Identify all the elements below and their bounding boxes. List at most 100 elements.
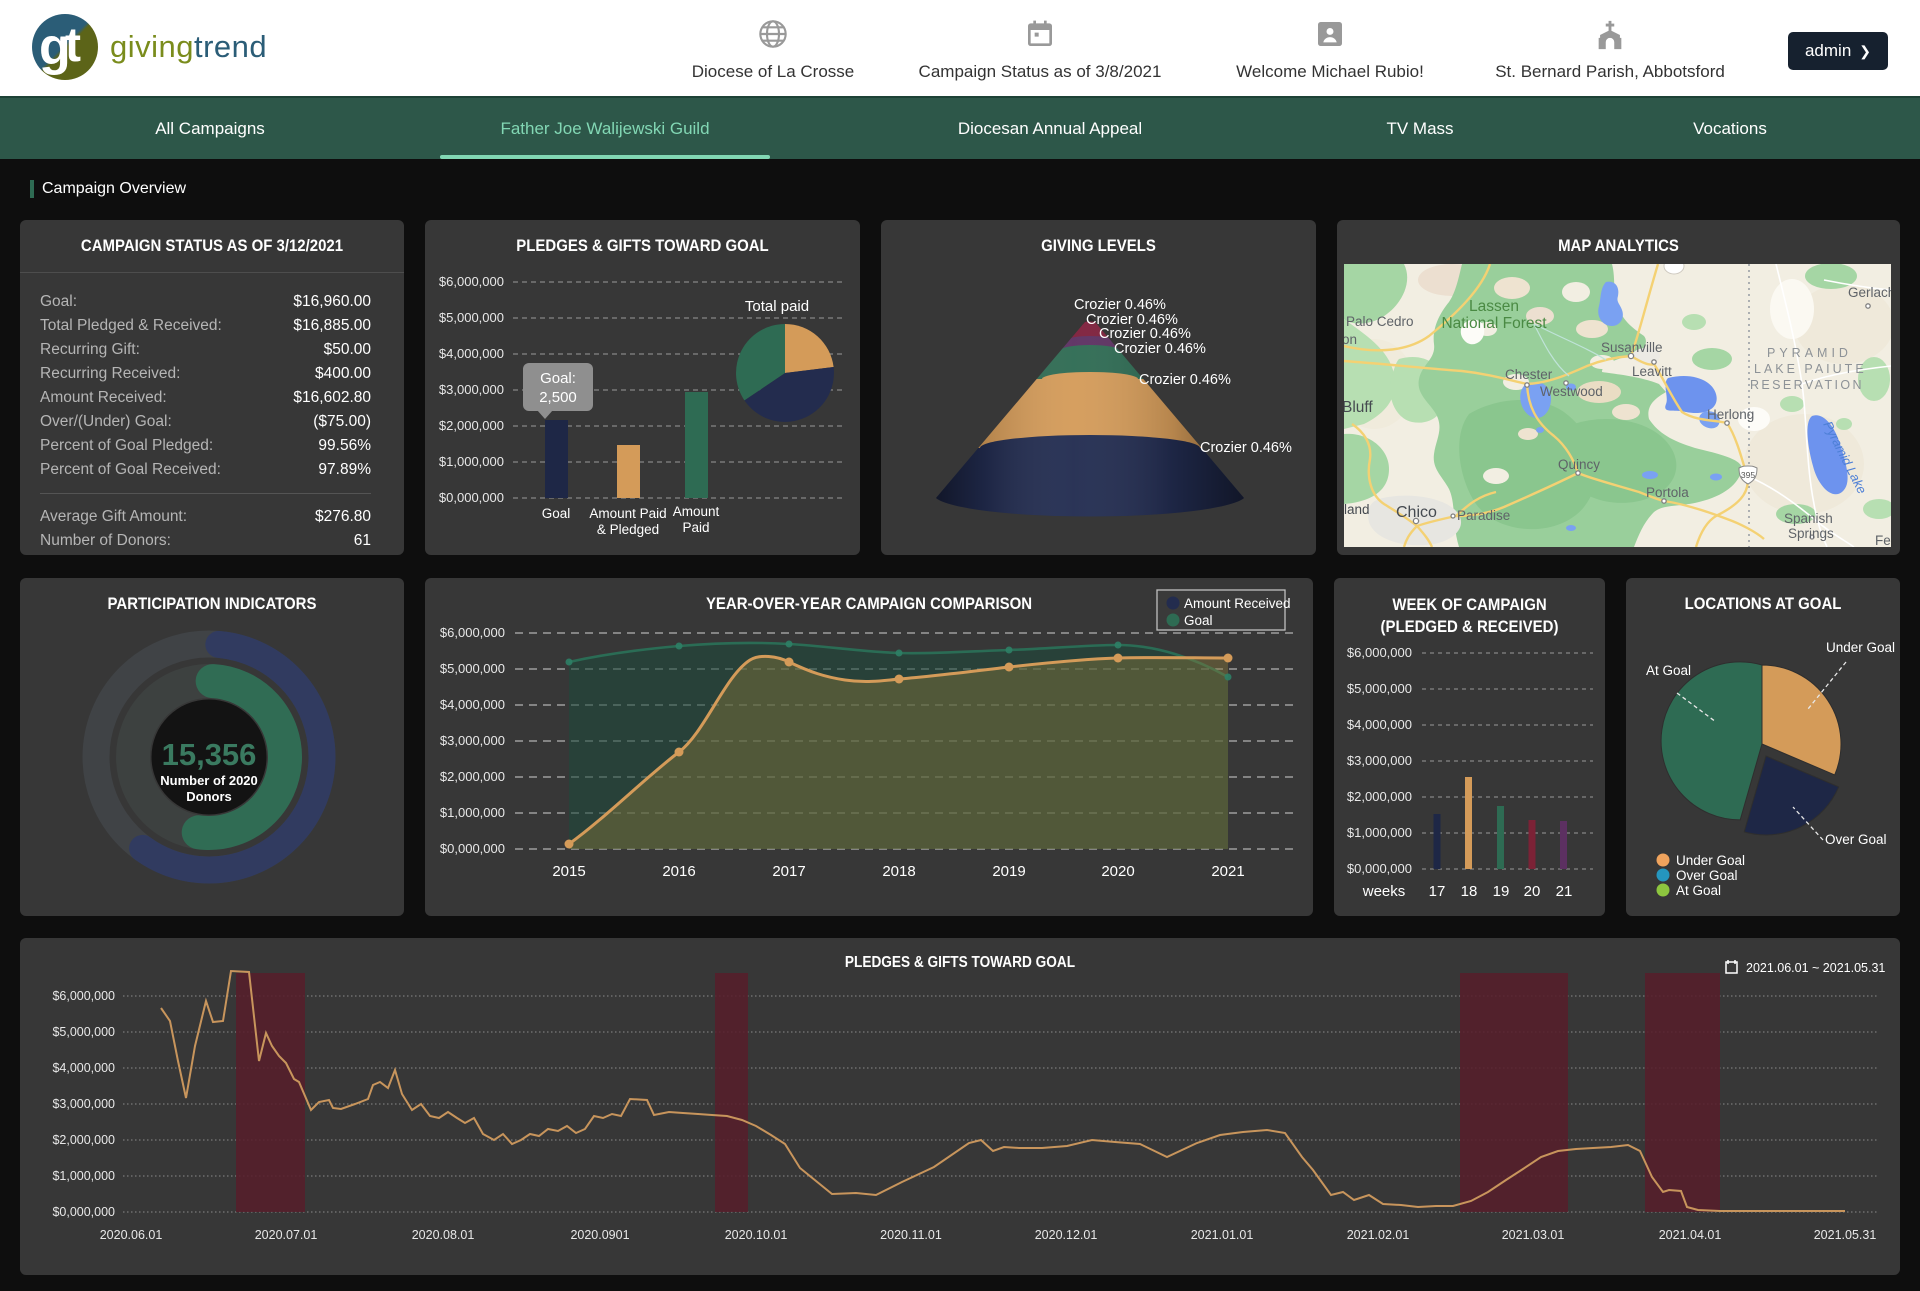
svg-text:2019: 2019 [992,863,1025,880]
svg-text:2021.01.01: 2021.01.01 [1191,1228,1254,1242]
svg-text:Crozier 0.46%: Crozier 0.46% [1099,326,1191,342]
svg-text:$3,000,000: $3,000,000 [52,1097,115,1111]
svg-text:2015: 2015 [552,863,585,880]
svg-text:$1,000,000: $1,000,000 [52,1169,115,1183]
svg-text:2020.12.01: 2020.12.01 [1035,1228,1098,1242]
svg-text:$6,000,000: $6,000,000 [440,625,505,640]
svg-text:Crozier 0.46%: Crozier 0.46% [1086,312,1178,328]
svg-text:$1,000,000: $1,000,000 [439,454,504,469]
svg-text:2021.02.01: 2021.02.01 [1347,1228,1410,1242]
svg-text:$0,000,000: $0,000,000 [440,841,505,856]
svg-text:PYRAMID: PYRAMID [1767,346,1852,360]
svg-text:Springs: Springs [1788,526,1834,541]
svg-text:18: 18 [1461,883,1478,900]
svg-text:Over Goal: Over Goal [1825,832,1887,847]
svg-text:Under Goal: Under Goal [1826,640,1895,655]
svg-text:Bluff: Bluff [1344,399,1373,416]
svg-text:Crozier 0.46%: Crozier 0.46% [1200,440,1292,456]
svg-text:2016: 2016 [662,863,695,880]
svg-text:2021.05.31: 2021.05.31 [1814,1228,1877,1242]
svg-text:Goal:: Goal: [540,370,576,387]
svg-text:Over Goal: Over Goal [1676,868,1738,883]
svg-text:Under Goal: Under Goal [1676,853,1745,868]
svg-text:Paid: Paid [682,520,709,535]
svg-text:21: 21 [1556,883,1573,900]
svg-text:Number of 2020: Number of 2020 [160,773,258,788]
svg-text:$0,000,000: $0,000,000 [439,490,504,505]
svg-text:Amount: Amount [673,504,720,519]
svg-text:20: 20 [1524,883,1541,900]
svg-text:$3,000,000: $3,000,000 [1347,753,1412,768]
svg-text:RESERVATION: RESERVATION [1750,378,1864,392]
svg-text:Quincy: Quincy [1558,457,1600,472]
svg-text:$4,000,000: $4,000,000 [1347,717,1412,732]
svg-text:$4,000,000: $4,000,000 [440,697,505,712]
svg-text:$1,000,000: $1,000,000 [1347,825,1412,840]
svg-text:Crozier 0.46%: Crozier 0.46% [1139,372,1231,388]
svg-text:Fern: Fern [1875,533,1891,547]
svg-text:$2,000,000: $2,000,000 [1347,789,1412,804]
svg-text:Palo Cedro: Palo Cedro [1346,314,1414,329]
svg-text:2020: 2020 [1101,863,1134,880]
svg-text:2021.06.01 ~ 2021.05.31: 2021.06.01 ~ 2021.05.31 [1746,961,1885,975]
svg-text:2020.06.01: 2020.06.01 [100,1228,163,1242]
svg-text:& Pledged: & Pledged [597,522,659,537]
svg-text:Crozier 0.46%: Crozier 0.46% [1074,297,1166,313]
svg-text:Paradise: Paradise [1457,508,1510,523]
svg-text:2020.08.01: 2020.08.01 [412,1228,475,1242]
svg-text:$5,000,000: $5,000,000 [1347,681,1412,696]
svg-text:2021.03.01: 2021.03.01 [1502,1228,1565,1242]
svg-text:$5,000,000: $5,000,000 [52,1025,115,1039]
svg-text:Total paid: Total paid [745,298,809,315]
svg-text:Lassen: Lassen [1469,298,1519,315]
svg-text:Portola: Portola [1646,485,1689,500]
svg-text:2017: 2017 [772,863,805,880]
svg-text:$0,000,000: $0,000,000 [1347,861,1412,876]
svg-text:weeks: weeks [1362,883,1406,900]
svg-text:$4,000,000: $4,000,000 [439,346,504,361]
svg-text:2020.11.01: 2020.11.01 [880,1228,942,1242]
svg-text:At Goal: At Goal [1676,883,1721,898]
svg-text:2020.0901: 2020.0901 [570,1228,629,1242]
svg-text:2021: 2021 [1211,863,1244,880]
svg-text:LAKE PAIUTE: LAKE PAIUTE [1754,362,1867,376]
svg-text:$3,000,000: $3,000,000 [440,733,505,748]
svg-text:2020.10.01: 2020.10.01 [725,1228,788,1242]
svg-text:At Goal: At Goal [1646,663,1691,678]
svg-text:Amount Paid: Amount Paid [589,506,666,521]
svg-text:$0,000,000: $0,000,000 [52,1205,115,1219]
svg-text:2021.04.01: 2021.04.01 [1659,1228,1722,1242]
svg-text:t: t [65,19,81,72]
svg-text:2,500: 2,500 [539,389,577,406]
svg-text:Herlong: Herlong [1707,407,1754,422]
svg-text:Westwood: Westwood [1540,384,1603,399]
svg-text:Leavitt: Leavitt [1632,364,1672,379]
svg-text:g: g [39,18,71,76]
svg-text:National Forest: National Forest [1441,315,1547,332]
svg-text:17: 17 [1429,883,1446,900]
svg-text:$6,000,000: $6,000,000 [52,989,115,1003]
svg-text:$2,000,000: $2,000,000 [440,769,505,784]
svg-text:395: 395 [1741,470,1755,480]
svg-text:$1,000,000: $1,000,000 [440,805,505,820]
svg-text:Amount Received: Amount Received [1184,596,1291,611]
svg-text:2018: 2018 [882,863,915,880]
svg-text:19: 19 [1493,883,1510,900]
svg-text:2020.07.01: 2020.07.01 [255,1228,318,1242]
svg-text:$5,000,000: $5,000,000 [439,310,504,325]
svg-text:Donors: Donors [186,789,232,804]
svg-text:Susanville: Susanville [1601,340,1663,355]
svg-text:Goal: Goal [1184,613,1213,628]
svg-text:Goal: Goal [542,506,571,521]
svg-text:$6,000,000: $6,000,000 [439,274,504,289]
svg-text:Gerlach: Gerlach [1848,285,1891,300]
svg-text:on: on [1344,332,1357,347]
svg-text:Chico: Chico [1396,504,1437,521]
svg-text:$6,000,000: $6,000,000 [1347,645,1412,660]
svg-text:land: land [1344,502,1370,517]
svg-text:$2,000,000: $2,000,000 [52,1133,115,1147]
svg-text:Crozier 0.46%: Crozier 0.46% [1114,341,1206,357]
svg-text:15,356: 15,356 [162,737,257,772]
svg-text:$2,000,000: $2,000,000 [439,418,504,433]
svg-text:$5,000,000: $5,000,000 [440,661,505,676]
